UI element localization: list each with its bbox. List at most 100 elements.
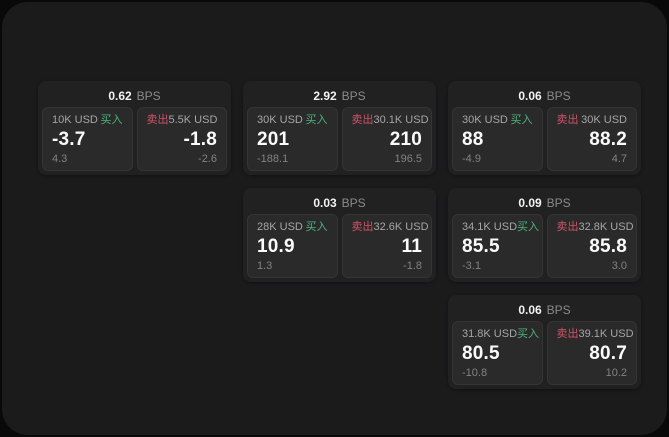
buy-meta-row: 34.1K USD 买入 [462,221,539,233]
bps-unit-label: BPS [546,89,571,103]
card-body: 34.1K USD 买入 85.5 -3.1 卖出 32.8K USD 85.8… [452,214,637,278]
buy-amount: 28K USD [257,221,303,233]
bps-header: 2.92 BPS [247,85,432,107]
buy-amount: 31.8K USD [462,328,518,340]
sell-amount: 32.8K USD [578,221,634,233]
sell-delta: -2.6 [198,152,217,165]
price-card: 0.06 BPS 31.8K USD 买入 80.5 -10.8 卖出 39.1… [448,295,641,389]
sell-amount: 5.5K USD [168,114,218,126]
bps-header: 0.09 BPS [452,192,637,214]
buy-panel[interactable]: 10K USD 买入 -3.7 4.3 [42,107,133,171]
card-body: 31.8K USD 买入 80.5 -10.8 卖出 39.1K USD 80.… [452,321,637,385]
sell-panel[interactable]: 卖出 30K USD 88.2 4.7 [546,107,637,171]
card-body: 30K USD 买入 88 -4.9 卖出 30K USD 88.2 4.7 [452,107,637,171]
sell-price: 210 [389,129,422,150]
bps-unit-label: BPS [341,196,366,210]
buy-label: 买入 [305,114,328,126]
buy-amount: 34.1K USD [462,221,518,233]
card-body: 30K USD 买入 201 -188.1 卖出 30.1K USD 210 1… [247,107,432,171]
buy-label: 买入 [517,328,540,340]
sell-meta-row: 卖出 5.5K USD [147,114,218,126]
buy-label: 买入 [517,221,540,233]
buy-panel[interactable]: 34.1K USD 买入 85.5 -3.1 [452,214,543,278]
bps-value: 0.62 [108,89,132,103]
buy-panel[interactable]: 30K USD 买入 88 -4.9 [452,107,543,171]
sell-delta: -1.8 [403,259,422,272]
buy-delta: -10.8 [462,366,488,379]
price-card: 0.03 BPS 28K USD 买入 10.9 1.3 卖出 32.6K US… [243,188,436,282]
sell-meta-row: 卖出 30K USD [557,114,628,126]
sell-amount: 30K USD [581,114,627,126]
buy-delta: -3.1 [462,259,481,272]
sell-panel[interactable]: 卖出 30.1K USD 210 196.5 [341,107,432,171]
buy-panel[interactable]: 31.8K USD 买入 80.5 -10.8 [452,321,543,385]
bps-header: 0.03 BPS [247,192,432,214]
buy-label: 买入 [305,221,328,233]
bps-value: 0.03 [313,196,337,210]
buy-price: -3.7 [52,129,86,150]
bps-unit-label: BPS [546,303,571,317]
buy-price: 85.5 [462,236,500,257]
buy-meta-row: 28K USD 买入 [257,221,328,233]
sell-meta-row: 卖出 30.1K USD [351,114,429,126]
price-card: 0.62 BPS 10K USD 买入 -3.7 4.3 卖出 5.5K USD [38,81,231,175]
card-body: 10K USD 买入 -3.7 4.3 卖出 5.5K USD -1.8 -2.… [42,107,227,171]
price-card: 0.06 BPS 30K USD 买入 88 -4.9 卖出 30K USD [448,81,641,175]
sell-amount: 30.1K USD [373,114,429,126]
buy-panel[interactable]: 28K USD 买入 10.9 1.3 [247,214,338,278]
sell-delta: 10.2 [605,366,627,379]
buy-meta-row: 31.8K USD 买入 [462,328,539,340]
sell-panel[interactable]: 卖出 32.8K USD 85.8 3.0 [546,214,637,278]
buy-price: 10.9 [257,236,295,257]
sell-price: 11 [401,236,422,257]
card-body: 28K USD 买入 10.9 1.3 卖出 32.6K USD 11 -1.8 [247,214,432,278]
sell-label: 卖出 [556,114,579,126]
bps-unit-label: BPS [341,89,366,103]
buy-delta: 4.3 [52,152,68,165]
sell-price: 80.7 [589,343,627,364]
sell-label: 卖出 [351,114,374,126]
bps-header: 0.06 BPS [452,299,637,321]
sell-meta-row: 卖出 32.8K USD [556,221,634,233]
sell-panel[interactable]: 卖出 32.6K USD 11 -1.8 [341,214,432,278]
buy-price: 88 [462,129,484,150]
bps-header: 0.06 BPS [452,85,637,107]
sell-amount: 39.1K USD [578,328,634,340]
bps-header: 0.62 BPS [42,85,227,107]
sell-delta: 196.5 [394,152,422,165]
price-card: 2.92 BPS 30K USD 买入 201 -188.1 卖出 30.1K … [243,81,436,175]
sell-meta-row: 卖出 39.1K USD [556,328,634,340]
buy-delta: -188.1 [257,152,289,165]
buy-meta-row: 10K USD 买入 [52,114,123,126]
sell-amount: 32.6K USD [373,221,429,233]
sell-panel[interactable]: 卖出 5.5K USD -1.8 -2.6 [136,107,227,171]
sell-panel[interactable]: 卖出 39.1K USD 80.7 10.2 [546,321,637,385]
sell-price: 88.2 [589,129,627,150]
buy-panel[interactable]: 30K USD 买入 201 -188.1 [247,107,338,171]
buy-amount: 30K USD [257,114,303,126]
buy-delta: -4.9 [462,152,481,165]
buy-label: 买入 [100,114,123,126]
bps-value: 0.06 [518,303,542,317]
buy-delta: 1.3 [257,259,273,272]
bps-value: 0.06 [518,89,542,103]
sell-label: 卖出 [146,114,169,126]
buy-meta-row: 30K USD 买入 [462,114,533,126]
sell-delta: 3.0 [611,259,627,272]
bps-value: 0.09 [518,196,542,210]
buy-price: 80.5 [462,343,500,364]
sell-label: 卖出 [556,221,579,233]
quote-cards-grid: 0.62 BPS 10K USD 买入 -3.7 4.3 卖出 5.5K USD [38,81,641,389]
buy-price: 201 [257,129,290,150]
sell-label: 卖出 [351,221,374,233]
buy-amount: 30K USD [462,114,508,126]
sell-delta: 4.7 [611,152,627,165]
sell-price: 85.8 [589,236,627,257]
sell-label: 卖出 [556,328,579,340]
sell-meta-row: 卖出 32.6K USD [351,221,429,233]
price-card: 0.09 BPS 34.1K USD 买入 85.5 -3.1 卖出 32.8K… [448,188,641,282]
sell-price: -1.8 [183,129,217,150]
buy-amount: 10K USD [52,114,98,126]
bps-unit-label: BPS [136,89,161,103]
